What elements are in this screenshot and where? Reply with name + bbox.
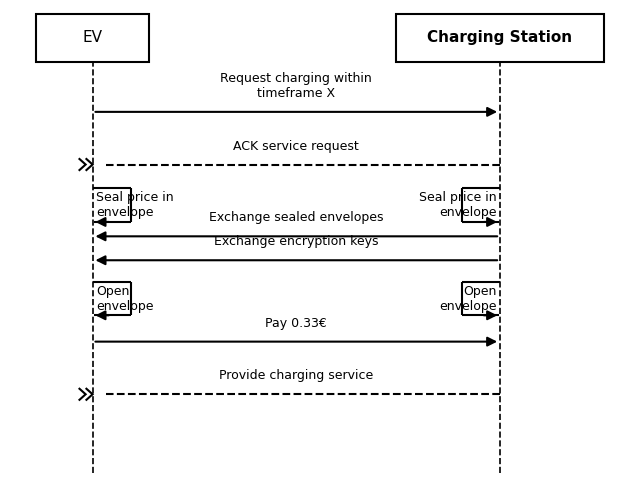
Text: Pay 0.33€: Pay 0.33€ [266, 317, 327, 330]
Text: ACK service request: ACK service request [234, 140, 359, 152]
FancyBboxPatch shape [396, 14, 604, 62]
Text: Provide charging service: Provide charging service [219, 369, 373, 382]
Text: Charging Station: Charging Station [428, 30, 573, 45]
Text: Request charging within
timeframe X: Request charging within timeframe X [220, 72, 372, 100]
Text: EV: EV [83, 30, 102, 45]
Text: Seal price in
envelope: Seal price in envelope [96, 191, 173, 219]
Text: Exchange encryption keys: Exchange encryption keys [214, 235, 379, 248]
FancyBboxPatch shape [36, 14, 150, 62]
Text: Open
envelope: Open envelope [96, 284, 153, 313]
Text: Open
envelope: Open envelope [440, 284, 497, 313]
Text: Exchange sealed envelopes: Exchange sealed envelopes [209, 211, 383, 225]
Text: Seal price in
envelope: Seal price in envelope [419, 191, 497, 219]
